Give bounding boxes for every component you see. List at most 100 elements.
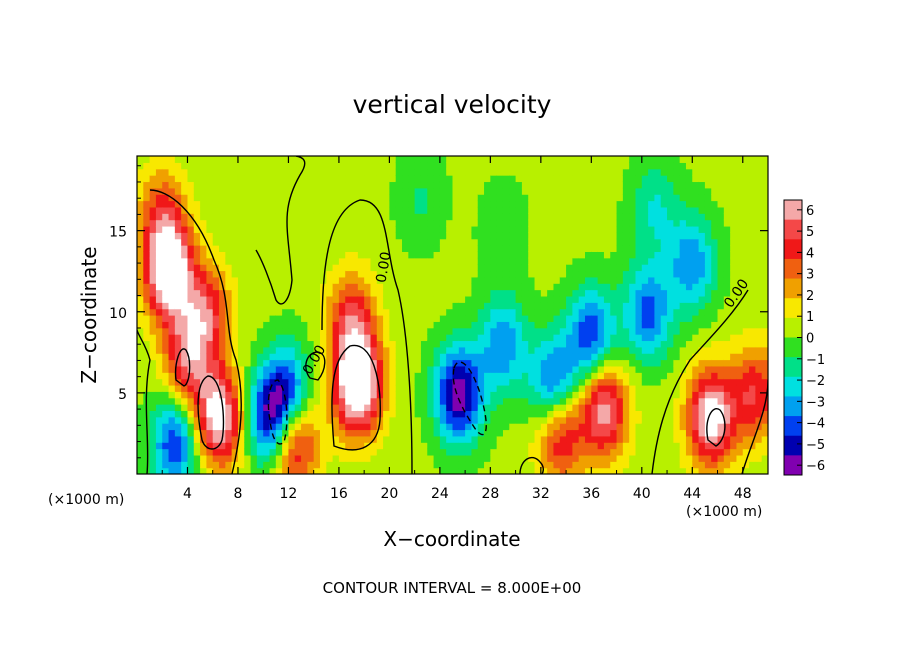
heatmap-cell	[591, 295, 599, 303]
heatmap-cell	[326, 372, 334, 380]
heatmap-cell	[193, 429, 201, 437]
heatmap-cell	[420, 245, 428, 252]
heatmap-cell	[458, 308, 466, 316]
heatmap-cell	[685, 283, 693, 291]
heatmap-cell	[490, 225, 498, 233]
heatmap-cell	[155, 257, 163, 265]
heatmap-cell	[364, 378, 372, 386]
heatmap-cell	[168, 448, 176, 456]
heatmap-cell	[269, 225, 277, 233]
heatmap-cell	[591, 359, 599, 367]
heatmap-cell	[193, 270, 201, 278]
heatmap-cell	[641, 289, 649, 297]
heatmap-cell	[471, 156, 479, 163]
heatmap-cell	[301, 397, 308, 405]
heatmap-cell	[395, 397, 403, 405]
heatmap-cell	[408, 156, 416, 163]
heatmap-cell	[698, 187, 706, 195]
heatmap-cell	[137, 372, 144, 380]
heatmap-cell	[370, 372, 378, 380]
heatmap-cell	[749, 270, 756, 278]
heatmap-cell	[383, 423, 390, 431]
heatmap-cell	[439, 289, 447, 297]
heatmap-cell	[383, 251, 390, 259]
heatmap-cell	[502, 308, 510, 316]
heatmap-cell	[490, 187, 498, 195]
heatmap-cell	[351, 353, 359, 361]
heatmap-cell	[717, 308, 725, 316]
heatmap-cell	[244, 397, 252, 405]
heatmap-cell	[484, 378, 491, 386]
heatmap-cell	[149, 194, 157, 202]
heatmap-cell	[193, 225, 201, 233]
heatmap-cell	[471, 315, 479, 322]
heatmap-cell	[755, 219, 763, 227]
heatmap-cell	[370, 238, 378, 246]
heatmap-cell	[149, 295, 157, 303]
heatmap-cell	[408, 302, 416, 310]
heatmap-cell	[521, 245, 529, 252]
heatmap-cell	[622, 181, 630, 189]
heatmap-cell	[383, 187, 390, 195]
heatmap-cell	[452, 404, 460, 411]
heatmap-cell	[578, 175, 586, 183]
heatmap-cell	[414, 257, 422, 265]
heatmap-cell	[288, 423, 296, 431]
heatmap-cell	[698, 429, 706, 437]
heatmap-cell	[521, 257, 529, 265]
heatmap-cell	[231, 308, 239, 316]
heatmap-cell	[282, 238, 290, 246]
heatmap-cell	[168, 245, 176, 252]
heatmap-cell	[376, 232, 384, 240]
heatmap-cell	[717, 423, 725, 431]
heatmap-cell	[193, 359, 201, 367]
heatmap-cell	[515, 276, 523, 284]
heatmap-cell	[452, 461, 460, 469]
heatmap-cell	[149, 181, 157, 189]
heatmap-cell	[641, 251, 649, 259]
heatmap-cell	[515, 321, 523, 329]
heatmap-cell	[566, 206, 573, 214]
heatmap-cell	[458, 372, 466, 380]
heatmap-cell	[345, 200, 353, 208]
heatmap-cell	[515, 359, 523, 367]
heatmap-cell	[749, 365, 756, 373]
heatmap-cell	[660, 206, 668, 214]
heatmap-cell	[572, 308, 580, 316]
heatmap-cell	[256, 302, 264, 310]
heatmap-cell	[547, 359, 555, 367]
heatmap-cell	[225, 372, 233, 380]
heatmap-cell	[206, 200, 214, 208]
heatmap-cell	[269, 416, 277, 424]
heatmap-cell	[502, 353, 510, 361]
heatmap-cell	[181, 175, 189, 183]
heatmap-cell	[332, 225, 340, 233]
heatmap-cell	[452, 206, 460, 214]
heatmap-cell	[736, 378, 744, 386]
heatmap-cell	[181, 359, 189, 367]
heatmap-cell	[294, 404, 302, 411]
heatmap-cell	[660, 442, 668, 450]
heatmap-cell	[237, 283, 245, 291]
heatmap-cell	[667, 454, 674, 462]
heatmap-cell	[591, 225, 599, 233]
heatmap-cell	[181, 162, 189, 170]
heatmap-cell	[162, 378, 170, 386]
heatmap-cell	[288, 194, 296, 202]
heatmap-cell	[685, 423, 693, 431]
heatmap-cell	[364, 156, 372, 163]
heatmap-cell	[250, 334, 258, 342]
heatmap-cell	[244, 442, 252, 450]
heatmap-cell	[225, 206, 233, 214]
heatmap-cell	[282, 187, 290, 195]
heatmap-cell	[502, 225, 510, 233]
heatmap-cell	[263, 404, 271, 411]
heatmap-cell	[654, 257, 662, 265]
heatmap-cell	[319, 295, 327, 303]
heatmap-cell	[578, 321, 586, 329]
heatmap-cell	[187, 448, 195, 456]
heatmap-cell	[237, 219, 245, 227]
heatmap-cell	[496, 308, 504, 316]
heatmap-cell	[660, 251, 668, 259]
heatmap-cell	[761, 213, 768, 221]
